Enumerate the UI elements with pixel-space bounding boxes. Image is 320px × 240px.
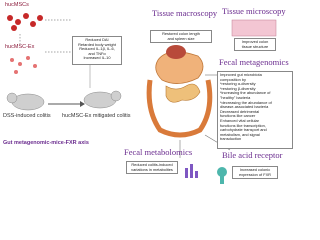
section-title: Tissue microscopy bbox=[222, 6, 286, 16]
section-title: Tissue macroscopy bbox=[152, 8, 218, 18]
label: hucMSCs bbox=[5, 2, 29, 8]
dotted-arrows bbox=[19, 19, 72, 53]
text-line: composition by bbox=[220, 76, 246, 82]
text-line: Improved colon bbox=[241, 39, 269, 44]
text-box: Increased colonic expression of FXR bbox=[232, 166, 278, 179]
exosomes bbox=[10, 56, 37, 74]
label: hucMSC-Ex mitigated colitis bbox=[62, 113, 131, 119]
metabolomics-icon bbox=[185, 164, 198, 178]
label: DSS-induced colitis bbox=[3, 113, 51, 119]
text-line: Enhanced vital cellular bbox=[220, 117, 259, 123]
text-line: Restored colon length bbox=[162, 31, 200, 36]
text-line: variations in metabolites bbox=[131, 166, 173, 172]
illustration bbox=[6, 13, 277, 184]
text-line: transduction bbox=[220, 136, 242, 142]
label: hucMSC-Ex bbox=[5, 44, 35, 50]
section-title: Fecal metabolomics bbox=[124, 147, 193, 157]
section-title: Bile acid receptor bbox=[222, 150, 283, 160]
text-line: *restoring β-diversity bbox=[220, 85, 256, 91]
text-line: *increasing the abundance of bbox=[220, 90, 271, 96]
stem-cells bbox=[7, 13, 43, 31]
text-line: Increased IL-10 bbox=[83, 55, 111, 61]
text-line: functions like transcription, bbox=[220, 122, 266, 128]
text-line: "healthy" bacteria bbox=[220, 94, 251, 100]
figure: hucMSCs hucMSC-Ex Reduced DAI Retarded bo… bbox=[3, 2, 293, 184]
text-box: Improved gut microbiota composition by *re… bbox=[217, 71, 293, 149]
label: Gut metagenomic-mice-FXR axis bbox=[3, 140, 89, 146]
text-line: Reduced IL-1β, IL-6, bbox=[79, 46, 115, 52]
text-box: Improved colon tissue structure bbox=[234, 38, 276, 51]
text-line: *decreasing the abundance of bbox=[220, 99, 272, 105]
section-title: Fecal metagenomics bbox=[219, 57, 289, 67]
text-line: Decreased detrimental bbox=[220, 108, 260, 114]
text-line: functions like cancer bbox=[220, 113, 256, 119]
text-line: and spleen size bbox=[167, 35, 195, 41]
text-line: disease-associated bacteria bbox=[220, 104, 269, 110]
mice bbox=[6, 90, 122, 111]
text-line: Reduced colitis-induced bbox=[131, 162, 173, 167]
text-line: Reduced DAI bbox=[85, 37, 109, 42]
receptor-icon bbox=[217, 167, 227, 184]
text-line: Improved gut microbiota bbox=[220, 72, 262, 77]
text-line: expression of FXR bbox=[238, 171, 271, 177]
text-line: Retarded body weight bbox=[78, 41, 116, 47]
text-line: Increased colonic bbox=[239, 167, 271, 172]
text-line: tissue structure bbox=[241, 43, 269, 49]
text-line: and TNFα bbox=[88, 50, 106, 56]
text-line: metabolism, and signal bbox=[220, 131, 260, 137]
text-line: carbohydrate transport and bbox=[220, 127, 267, 133]
arrow-head bbox=[80, 101, 85, 107]
text-box: Reduced colitis-induced variations in met… bbox=[126, 161, 178, 174]
histology bbox=[231, 19, 277, 37]
text-line: *restoring α-diversity bbox=[220, 81, 256, 87]
gut bbox=[146, 45, 213, 138]
text-box: Reduced DAI Retarded body weight Reduced I… bbox=[72, 36, 122, 65]
text-box: Restored colon length and spleen size bbox=[150, 30, 212, 43]
